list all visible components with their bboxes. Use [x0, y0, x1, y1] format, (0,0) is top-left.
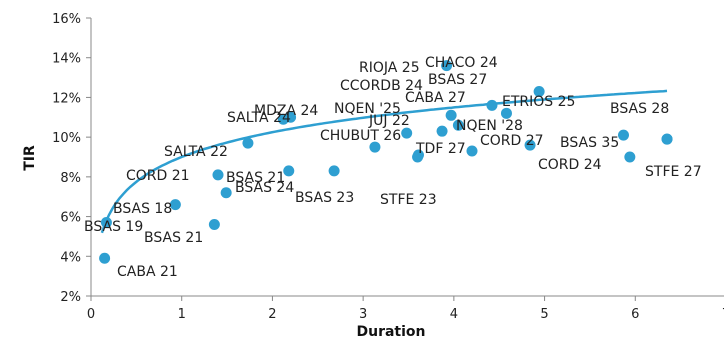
data-point	[661, 133, 673, 145]
data-point	[212, 169, 224, 181]
data-point	[100, 217, 112, 229]
x-tick-label: 0	[87, 307, 95, 322]
axes: 2% 4% 6% 8% 10% 12% 14% 16% 0 1 2 3 4 5 6 7	[52, 12, 724, 322]
data-point	[441, 60, 453, 72]
data-point	[401, 127, 413, 139]
x-tick-label: 4	[450, 307, 458, 322]
trendline-layer	[100, 89, 668, 234]
points-layer	[99, 60, 673, 264]
y-tick-label: 4%	[60, 250, 81, 265]
point-label: BSAS 18	[113, 201, 172, 217]
data-point	[328, 165, 340, 177]
point-label: BSAS 35	[560, 135, 619, 151]
data-point	[624, 151, 636, 163]
data-point	[283, 165, 295, 177]
y-tick-label: 14%	[52, 52, 81, 67]
point-label: ETRIOS 25	[502, 94, 575, 110]
point-label: SALTA 24	[227, 110, 291, 126]
point-label: CORD 21	[126, 168, 190, 184]
data-point	[617, 129, 629, 141]
x-tick-label: 7	[722, 307, 724, 322]
point-label: CABA 27	[405, 90, 466, 106]
data-point	[500, 107, 512, 119]
point-label: STFE 23	[380, 192, 437, 208]
data-point	[220, 187, 232, 199]
point-label: CORD 24	[538, 157, 602, 173]
data-point	[169, 199, 181, 211]
point-label: BSAS 19	[84, 219, 143, 235]
point-label: CHUBUT 26	[320, 128, 401, 144]
point-label: BSAS 24	[235, 180, 294, 196]
point-label: CORD 27	[480, 133, 544, 149]
x-tick-label: 2	[268, 307, 276, 322]
point-label: JUJ 22	[368, 113, 410, 129]
point-label: CABA 21	[117, 264, 178, 280]
data-point	[445, 109, 457, 121]
point-label: BSAS 21	[144, 230, 203, 246]
data-point	[524, 139, 536, 151]
x-tick-label: 3	[359, 307, 367, 322]
x-tick-label: 6	[631, 307, 639, 322]
y-tick-label: 8%	[60, 171, 81, 186]
x-tick-label: 5	[540, 307, 548, 322]
point-label: BSAS 27	[428, 72, 487, 88]
y-tick-label: 2%	[60, 290, 81, 305]
point-label: TDF 27	[415, 141, 466, 157]
data-point	[452, 119, 464, 131]
y-tick-label: 16%	[52, 12, 81, 27]
data-point	[436, 125, 448, 137]
data-point	[242, 137, 254, 149]
trendline	[100, 89, 668, 234]
data-point	[369, 141, 381, 153]
point-label: BSAS 23	[295, 190, 354, 206]
point-label: RIOJA 25	[359, 60, 420, 76]
point-label: CCORDB 24	[340, 78, 423, 94]
x-axis-title: Duration	[356, 324, 425, 340]
data-point	[412, 151, 424, 163]
point-label: MDZA 24	[254, 103, 318, 119]
point-label: NQEN '28	[456, 118, 523, 134]
point-label: STFE 27	[645, 164, 702, 180]
point-label: BSAS 28	[610, 101, 669, 117]
point-label: BSAS 21	[226, 170, 285, 186]
data-point	[208, 219, 220, 231]
x-tick-label: 1	[178, 307, 186, 322]
point-label: NQEN '25	[334, 101, 401, 117]
y-tick-label: 12%	[52, 91, 81, 106]
data-point	[486, 99, 498, 111]
data-point	[99, 252, 111, 264]
point-label: CHACO 24	[425, 55, 498, 71]
data-point	[285, 111, 297, 123]
data-point	[466, 145, 478, 157]
y-tick-label: 6%	[60, 211, 81, 226]
point-label: SALTA 22	[164, 144, 228, 160]
y-axis-title: TIR	[22, 145, 38, 171]
point-labels-layer: CABA 21 BSAS 19 BSAS 18 BSAS 21 CORD 21 BSAS …	[84, 55, 702, 280]
y-tick-label: 10%	[52, 131, 81, 146]
data-point	[533, 85, 545, 97]
